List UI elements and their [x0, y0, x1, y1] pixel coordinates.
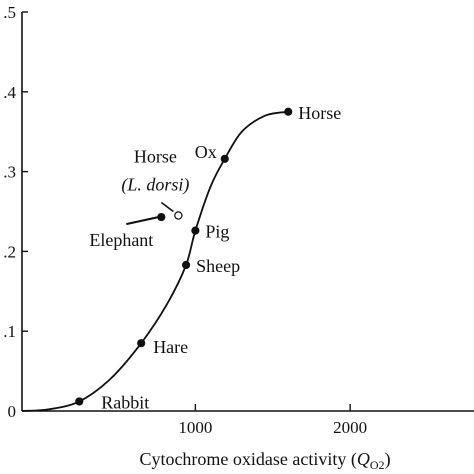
y-tick-label: 0	[8, 402, 17, 421]
data-points	[75, 107, 293, 406]
point-label-subline: (L. dorsi)	[121, 174, 189, 195]
leader-line	[126, 216, 159, 226]
data-point	[137, 339, 146, 348]
leader-line	[160, 201, 174, 213]
ticks: 0 .1 .2 .3 .4 .5 1000 2000	[3, 3, 367, 437]
x-tick-label: 2000	[333, 418, 367, 437]
point-label: Rabbit	[101, 392, 149, 412]
data-point	[191, 226, 200, 235]
point-label: Elephant	[89, 230, 153, 250]
y-tick-label: .2	[3, 242, 16, 261]
data-point	[284, 107, 293, 116]
point-label: Hare	[153, 337, 188, 357]
x-axis-title: Cytochrome oxidase activity (QO2)	[139, 449, 390, 472]
data-point	[174, 211, 183, 220]
axes	[21, 12, 474, 412]
y-tick-label: .5	[3, 3, 16, 22]
y-tick-label: .4	[3, 83, 16, 102]
data-point	[181, 260, 191, 270]
point-label: Horse	[134, 146, 177, 166]
point-label: Sheep	[196, 256, 240, 276]
point-label: Ox	[195, 142, 217, 162]
data-point	[157, 212, 166, 222]
y-tick-label: .3	[3, 163, 16, 182]
y-tick-label: .1	[3, 322, 16, 341]
point-labels: Rabbit Hare Sheep Pig Ox Horse Elephant Horse (L…	[89, 103, 341, 413]
data-point	[220, 154, 229, 163]
point-label: Horse	[298, 103, 341, 123]
data-point	[75, 397, 84, 406]
point-label: Pig	[205, 222, 229, 242]
x-tick-label: 1000	[178, 418, 212, 437]
